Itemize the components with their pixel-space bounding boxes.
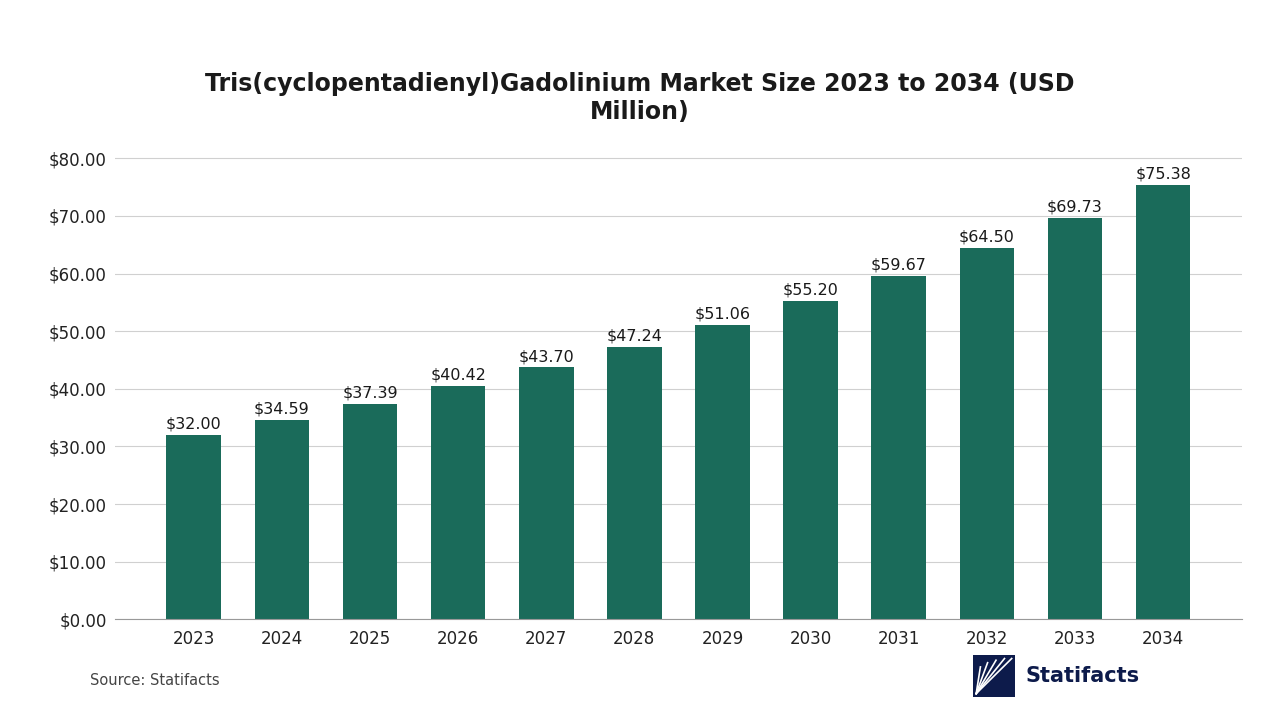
Text: $32.00: $32.00	[166, 416, 221, 431]
Text: $59.67: $59.67	[870, 257, 927, 272]
Text: $47.24: $47.24	[607, 328, 662, 343]
Bar	[343, 404, 397, 619]
Text: $55.20: $55.20	[782, 283, 838, 298]
Text: $51.06: $51.06	[695, 307, 750, 322]
Bar	[1135, 185, 1190, 619]
Text: $37.39: $37.39	[342, 385, 398, 400]
Bar	[255, 420, 310, 619]
Bar	[1047, 217, 1102, 619]
Text: $43.70: $43.70	[518, 349, 575, 364]
Bar	[872, 276, 925, 619]
Text: $40.42: $40.42	[430, 368, 486, 383]
Bar	[695, 325, 750, 619]
Text: Source: Statifacts: Source: Statifacts	[90, 672, 219, 688]
Bar	[166, 435, 221, 619]
Bar	[518, 367, 573, 619]
Text: Tris(cyclopentadienyl)Gadolinium Market Size 2023 to 2034 (USD
Million): Tris(cyclopentadienyl)Gadolinium Market …	[205, 72, 1075, 124]
Bar	[960, 248, 1014, 619]
Bar	[607, 347, 662, 619]
Text: $69.73: $69.73	[1047, 199, 1103, 214]
Text: $34.59: $34.59	[253, 402, 310, 416]
Text: $75.38: $75.38	[1135, 166, 1190, 181]
Text: Statifacts: Statifacts	[1025, 666, 1139, 686]
Text: $64.50: $64.50	[959, 229, 1015, 244]
Bar	[431, 387, 485, 619]
Bar	[783, 301, 838, 619]
